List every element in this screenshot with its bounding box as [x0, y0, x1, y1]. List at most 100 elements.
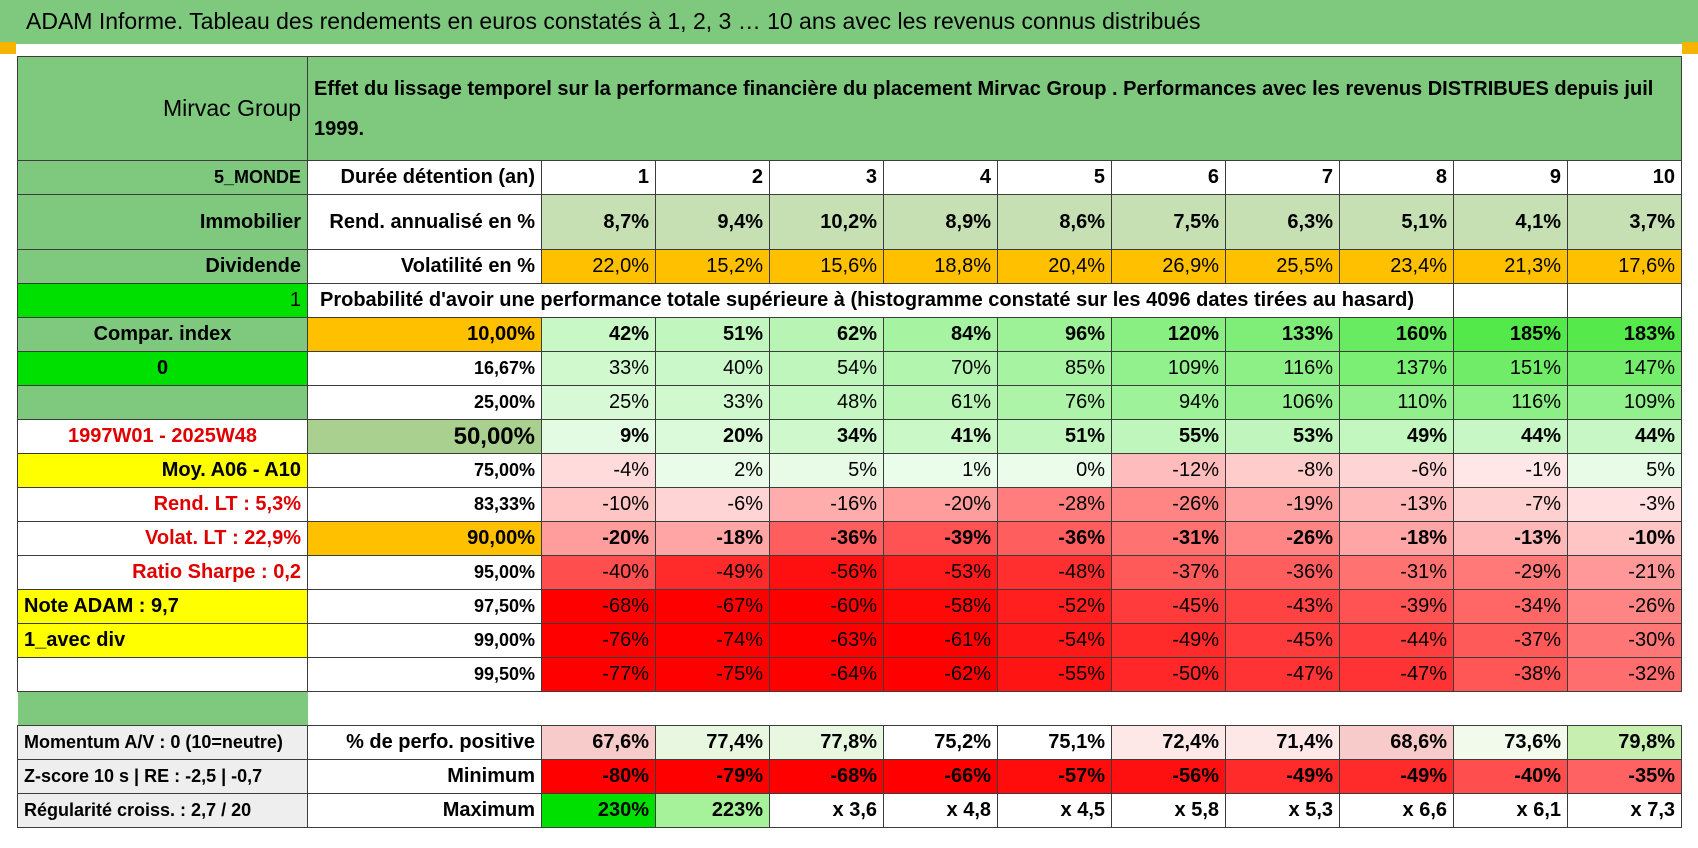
probability-value: -16% [769, 487, 884, 522]
probability-value: -7% [1453, 487, 1568, 522]
probability-value: -49% [1111, 623, 1226, 658]
vol-value: 26,9% [1111, 249, 1226, 284]
probability-value: -68% [541, 589, 656, 624]
probability-value: -31% [1339, 555, 1454, 590]
maximum-value: 230% [541, 793, 656, 828]
probability-value: 55% [1111, 419, 1226, 454]
probability-value: -6% [655, 487, 770, 522]
minimum-value: -68% [769, 759, 884, 794]
left-corner-marker [0, 42, 16, 54]
quantile-label: 75,00% [307, 453, 542, 488]
probability-value: 44% [1567, 419, 1682, 454]
probability-value: -29% [1453, 555, 1568, 590]
probability-value: -36% [1225, 555, 1340, 590]
probability-value: -58% [883, 589, 998, 624]
rend-value: 9,4% [655, 194, 770, 250]
table-row: 99,50% -77% -75% -64% -62% -55% -50% -47% -47% -3… [17, 657, 1682, 692]
quantile-label: 95,00% [307, 555, 542, 590]
minimum-value: -35% [1567, 759, 1682, 794]
probability-value: 20% [655, 419, 770, 454]
year-header: 10 [1567, 160, 1682, 195]
probability-value: -20% [541, 521, 656, 556]
quantile-label: 99,00% [307, 623, 542, 658]
vol-value: 23,4% [1339, 249, 1454, 284]
positive-perf-value: 79,8% [1567, 725, 1682, 760]
probability-value: -47% [1225, 657, 1340, 692]
minimum-value: -49% [1225, 759, 1340, 794]
year-header: 4 [883, 160, 998, 195]
quantile-label: 97,50% [307, 589, 542, 624]
probability-value: 25% [541, 385, 656, 420]
probability-value: 40% [655, 351, 770, 386]
probability-value: 51% [997, 419, 1112, 454]
sharpe-label: Ratio Sharpe : 0,2 [17, 555, 308, 590]
probability-value: 116% [1225, 351, 1340, 386]
performance-table: Mirvac Group Effet du lissage temporel su… [17, 56, 1682, 828]
title-bar: ADAM Informe. Tableau des rendements en … [0, 0, 1698, 44]
minimum-value: -56% [1111, 759, 1226, 794]
probability-value: -37% [1453, 623, 1568, 658]
probability-value: 54% [769, 351, 884, 386]
spacer-blank [308, 692, 1682, 726]
year-header: 6 [1111, 160, 1226, 195]
table-row: 0 16,67% 33% 40% 54% 70% 85% 109% 116% 137% 151% 14… [17, 351, 1682, 386]
probability-value: 5% [1567, 453, 1682, 488]
probability-value: -56% [769, 555, 884, 590]
probability-value: 51% [655, 317, 770, 352]
year-header: 7 [1225, 160, 1340, 195]
probability-value: -60% [769, 589, 884, 624]
probability-value: 42% [541, 317, 656, 352]
quantile-label: 99,50% [307, 657, 542, 692]
probability-value: -43% [1225, 589, 1340, 624]
probability-value: -13% [1339, 487, 1454, 522]
probability-value: -1% [1453, 453, 1568, 488]
table-header-text: Effet du lissage temporel sur la perform… [307, 56, 1682, 161]
probability-value: -30% [1567, 623, 1682, 658]
probability-value: -39% [1339, 589, 1454, 624]
rend-lt-label: Rend. LT : 5,3% [17, 487, 308, 522]
probability-value: -10% [1567, 521, 1682, 556]
quantile-label: 83,33% [307, 487, 542, 522]
probability-value: -45% [1111, 589, 1226, 624]
probability-value: -74% [655, 623, 770, 658]
probability-value: -12% [1111, 453, 1226, 488]
table-row: 1997W01 - 2025W48 50,00% 9% 20% 34% 41% 51% 55%… [17, 419, 1682, 454]
table-row: Volat. LT : 22,9% 90,00% -20% -18% -36% -39% -… [17, 521, 1682, 556]
year-header: 2 [655, 160, 770, 195]
positive-perf-value: 67,6% [541, 725, 656, 760]
probability-value: -53% [883, 555, 998, 590]
table-row: 1_avec div 99,00% -76% -74% -63% -61% -54% -49%… [17, 623, 1682, 658]
vol-label: Volatilité en % [307, 249, 542, 284]
probability-value: 0% [997, 453, 1112, 488]
probability-value: -6% [1339, 453, 1454, 488]
vol-value: 21,3% [1453, 249, 1568, 284]
year-header: 3 [769, 160, 884, 195]
probability-value: -13% [1453, 521, 1568, 556]
probability-value: -19% [1225, 487, 1340, 522]
quantile-label: 50,00% [307, 419, 542, 454]
probability-value: -45% [1225, 623, 1340, 658]
probability-value: -67% [655, 589, 770, 624]
maximum-value: x 3,6 [769, 793, 884, 828]
probability-value: 185% [1453, 317, 1568, 352]
quantile-label: 16,67% [307, 351, 542, 386]
probability-value: -34% [1453, 589, 1568, 624]
minimum-value: -79% [655, 759, 770, 794]
minimum-value: -57% [997, 759, 1112, 794]
table-row: Régularité croiss. : 2,7 / 20 Maximum 230%… [17, 793, 1682, 828]
probability-value: 160% [1339, 317, 1454, 352]
probability-value: -38% [1453, 657, 1568, 692]
probability-value: 61% [883, 385, 998, 420]
minimum-value: -40% [1453, 759, 1568, 794]
probability-value: -18% [655, 521, 770, 556]
probability-value: 94% [1111, 385, 1226, 420]
rend-value: 10,2% [769, 194, 884, 250]
minimum-value: -49% [1339, 759, 1454, 794]
compar-index-label: Compar. index [17, 317, 308, 352]
probability-value: 44% [1453, 419, 1568, 454]
probability-value: 62% [769, 317, 884, 352]
momentum-label: Momentum A/V : 0 (10=neutre) [17, 725, 308, 760]
probability-value: 33% [541, 351, 656, 386]
probability-value: 109% [1111, 351, 1226, 386]
vol-value: 17,6% [1567, 249, 1682, 284]
